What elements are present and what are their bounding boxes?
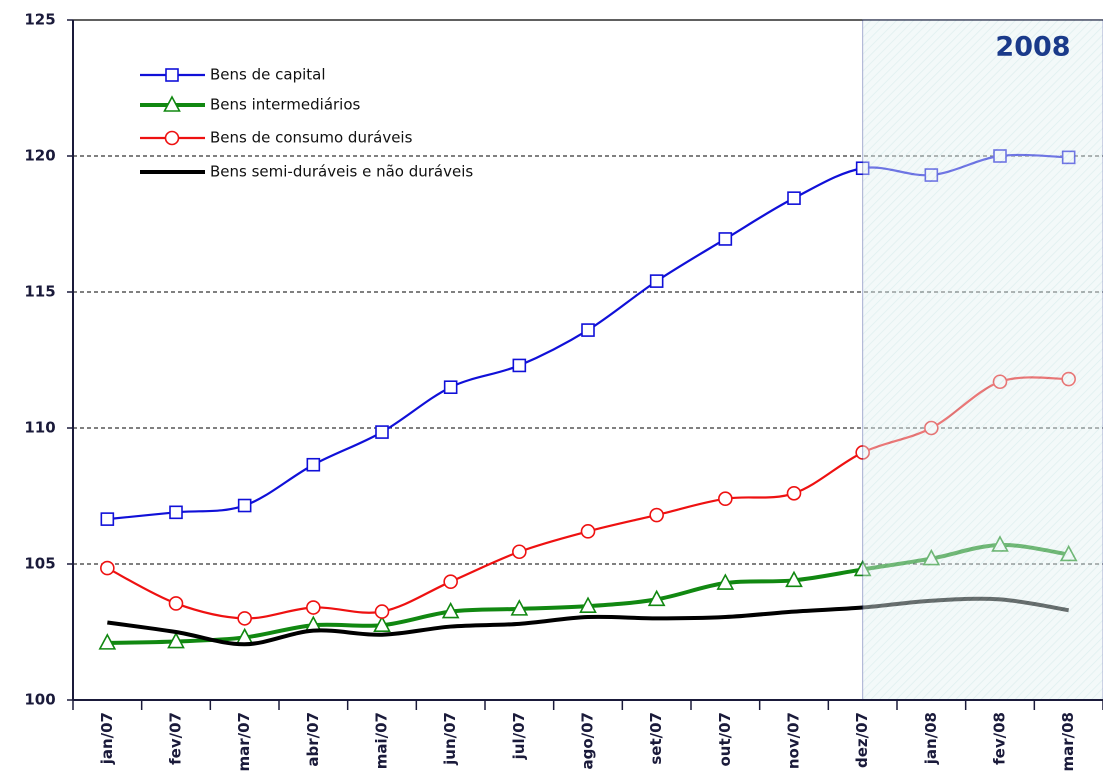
marker	[787, 191, 801, 205]
marker	[100, 512, 115, 526]
marker	[98, 633, 117, 650]
marker	[581, 323, 595, 337]
legend-label: Bens intermediários	[210, 96, 361, 114]
marker	[306, 600, 321, 615]
marker	[441, 601, 460, 619]
y-tick-label: 110	[24, 419, 55, 437]
marker	[718, 491, 733, 507]
x-tick-label: jan/07	[98, 712, 116, 765]
y-tick-label: 120	[24, 147, 55, 165]
x-tick-label: mar/07	[235, 712, 253, 772]
y-tick-label: 115	[24, 283, 55, 301]
marker	[579, 596, 597, 613]
x-tick-label: ago/07	[579, 712, 597, 770]
x-tick-label: out/07	[716, 712, 734, 767]
marker	[718, 232, 733, 246]
marker	[647, 589, 666, 607]
x-tick-label: fev/07	[167, 712, 185, 765]
marker	[237, 498, 252, 513]
marker	[164, 130, 180, 146]
marker	[163, 95, 181, 112]
marker	[237, 611, 252, 626]
marker	[649, 507, 664, 523]
marker	[306, 457, 321, 472]
x-tick-label: mai/07	[373, 712, 391, 769]
x-tick-label: jul/07	[510, 712, 528, 760]
highlight-region	[862, 19, 1103, 701]
x-tick-label: set/07	[647, 712, 665, 765]
marker	[100, 560, 115, 576]
marker	[716, 573, 735, 590]
marker	[512, 358, 527, 373]
x-tick-label: dez/07	[853, 712, 871, 768]
marker	[167, 631, 185, 649]
y-tick-label: 125	[24, 11, 55, 29]
y-tick-label: 105	[24, 555, 55, 573]
marker	[169, 505, 183, 520]
marker	[443, 380, 458, 395]
x-tick-label: abr/07	[304, 712, 322, 767]
marker	[374, 604, 390, 619]
marker	[512, 544, 527, 560]
x-tick-label: jan/08	[922, 712, 940, 765]
y-tick-label: 100	[24, 691, 55, 709]
x-tick-label: mar/08	[1059, 712, 1077, 772]
marker	[443, 574, 458, 589]
marker	[510, 599, 529, 616]
marker	[165, 68, 179, 82]
x-tick-label: nov/07	[785, 712, 803, 769]
marker	[785, 570, 803, 588]
marker	[375, 425, 389, 439]
marker	[373, 615, 391, 632]
legend-label: Bens de capital	[210, 66, 326, 84]
marker	[168, 596, 184, 611]
marker	[786, 485, 802, 501]
legend-label: Bens semi-duráveis e não duráveis	[210, 163, 473, 181]
annotation: 2008	[995, 32, 1070, 63]
marker	[580, 524, 596, 539]
marker	[649, 274, 664, 288]
legend-label: Bens de consumo duráveis	[210, 129, 413, 147]
x-tick-label: fev/08	[991, 712, 1009, 765]
x-tick-label: jun/07	[441, 712, 459, 766]
